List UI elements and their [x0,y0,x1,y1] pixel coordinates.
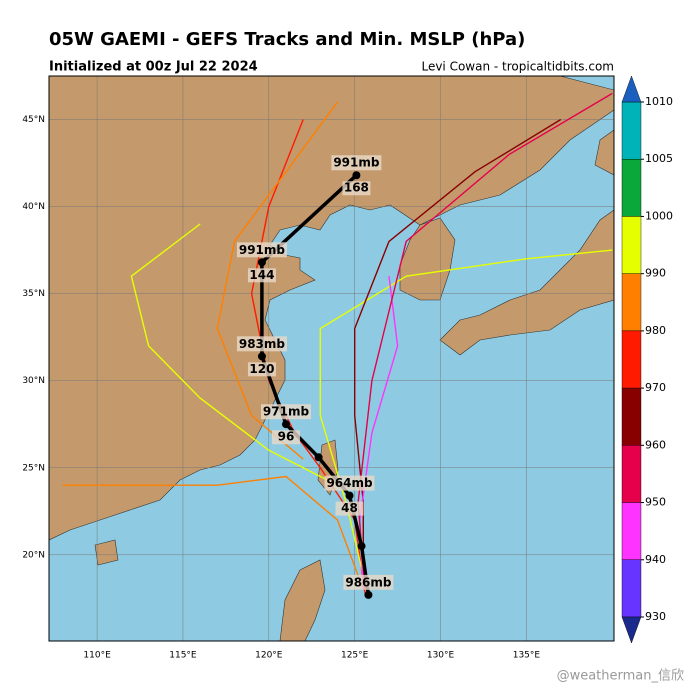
colorbar-label: 950 [645,496,666,509]
mean-point [257,352,266,361]
y-tick-label: 45°N [22,115,45,125]
colorbar: 1010 1005 1000 990 980 970 960 950 940 930 [621,75,673,644]
colorbar-label: 940 [645,553,666,566]
map-frame [48,75,615,642]
colorbar-segment [621,502,642,560]
colorbar-segment [621,330,642,389]
labels: 110°E 115°E 120°E 125°E 130°E 135°E 20°N 25°N 30… [22,115,540,660]
mslp-label: 983mb [239,337,286,351]
mean-point [357,542,366,551]
colorbar-segment [621,216,642,274]
colorbar-segment [621,159,642,217]
colorbar-label: 960 [645,438,666,451]
chart-subtitle: Initialized at 00z Jul 22 2024 [49,60,258,75]
hour-label: 168 [344,181,369,195]
hour-label: 96 [278,430,295,444]
colorbar-segment [621,273,642,332]
colorbar-label: 930 [645,610,666,623]
chart-title: 05W GAEMI - GEFS Tracks and Min. MSLP (h… [49,29,525,50]
member-track [62,475,364,590]
x-tick-label: 120°E [255,651,283,661]
watermark: @weatherman_信欣 [557,669,684,684]
label-box [331,155,382,171]
member-track [130,223,338,486]
x-tick-label: 125°E [341,651,369,661]
x-tick-label: 130°E [427,651,455,661]
label-box [236,336,287,352]
y-tick-label: 40°N [22,202,45,212]
mean-point [345,491,354,500]
x-tick-label: 110°E [83,651,111,661]
colorbar-label: 980 [645,324,666,337]
label-box [247,362,276,377]
colorbar-cap [621,616,642,644]
colorbar-segment [621,101,642,160]
label-box [260,404,311,420]
colorbar-label: 990 [645,267,666,280]
y-tick-label: 25°N [22,463,45,473]
label-box [236,242,287,258]
mslp-label: 991mb [239,243,286,257]
label-box [335,501,364,516]
mean-point [364,590,373,599]
land [49,76,614,641]
y-tick-label: 20°N [22,550,45,560]
colorbar-label: 970 [645,381,666,394]
label-box [343,574,394,590]
colorbar-segment [621,559,642,618]
mslp-label: 971mb [263,405,310,419]
y-tick-label: 35°N [22,289,45,299]
grid [49,76,614,641]
member-track [357,92,613,590]
mslp-label: 986mb [345,575,392,589]
mean-point [314,453,323,462]
x-tick-label: 135°E [513,651,541,661]
colorbar-label: 1010 [645,95,673,108]
credit: Levi Cowan - tropicaltidbits.com [421,60,614,74]
hour-label: 48 [341,501,358,515]
mslp-label: 991mb [333,156,380,170]
member-track [216,101,339,460]
x-tick-label: 115°E [169,651,197,661]
y-tick-label: 30°N [22,376,45,386]
mean-point [352,171,361,180]
mean-point [257,258,266,267]
label-box [247,268,276,283]
label-box [324,475,375,491]
colorbar-cap [621,75,642,103]
hour-label: 120 [249,362,274,376]
label-box [342,181,371,196]
colorbar-label: 1005 [645,152,673,165]
colorbar-segment [621,387,642,446]
hour-label: 144 [249,268,274,282]
mslp-label: 964mb [326,476,373,490]
mean-point [281,420,290,429]
label-box [271,430,300,445]
colorbar-label: 1000 [645,209,673,222]
colorbar-segment [621,445,642,503]
